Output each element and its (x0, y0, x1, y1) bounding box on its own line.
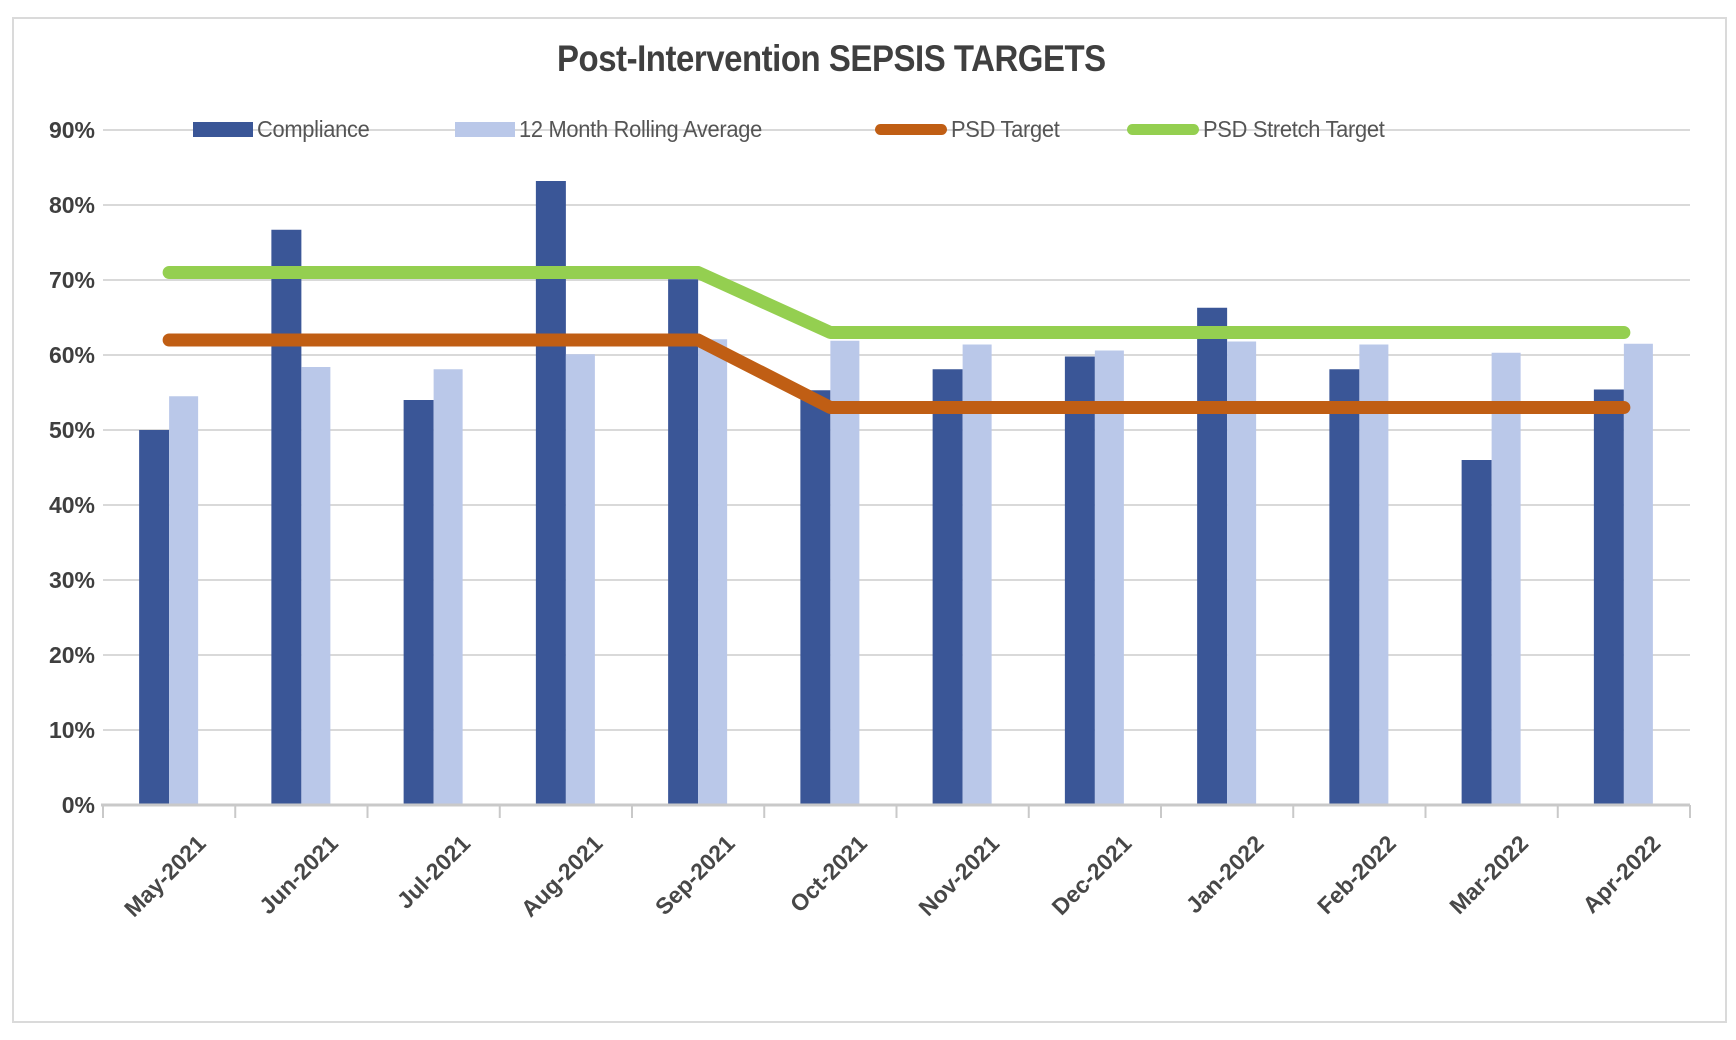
legend-item-psd-target: PSD Target (875, 116, 1065, 142)
y-axis-label: 60% (49, 342, 95, 368)
bar-12-month-rolling-average (1491, 352, 1521, 805)
line-psd-stretch-target (162, 266, 1631, 339)
legend-swatch-rolling-average-icon (455, 121, 515, 137)
y-axis-label: 90% (49, 117, 95, 143)
bar-compliance (932, 369, 963, 805)
bar-compliance (1461, 460, 1492, 805)
x-axis-label: Apr-2022 (1577, 830, 1665, 918)
legend-item-compliance: Compliance (193, 116, 375, 142)
x-axis-label: Sep-2021 (650, 830, 740, 920)
y-axis-label: 0% (62, 792, 95, 818)
x-axis-label: Jul-2021 (392, 830, 476, 914)
legend-label-rolling-average: 12 Month Rolling Average (519, 115, 762, 142)
bar-12-month-rolling-average (301, 367, 331, 805)
bar-12-month-rolling-average (1359, 344, 1389, 805)
legend-swatch-compliance-icon (193, 121, 253, 137)
x-axis-label: Oct-2021 (785, 830, 872, 917)
bar-12-month-rolling-average (565, 354, 595, 805)
bar-compliance (535, 181, 566, 805)
x-axis-label: Aug-2021 (516, 830, 608, 922)
line-psd-target (162, 333, 1631, 414)
bar-compliance (1064, 356, 1095, 805)
bar-12-month-rolling-average (169, 396, 199, 805)
bar-12-month-rolling-average (698, 339, 728, 805)
legend-item-rolling-average: 12 Month Rolling Average (455, 116, 775, 142)
bar-compliance (800, 390, 831, 805)
y-axis-label: 50% (49, 417, 95, 443)
y-axis-label: 30% (49, 567, 95, 593)
bar-compliance (271, 229, 302, 805)
bar-12-month-rolling-average (433, 369, 463, 805)
legend-swatch-psd-stretch-target-icon (1127, 123, 1199, 135)
y-axis-label: 20% (49, 642, 95, 668)
x-axis-label: Jun-2021 (254, 830, 343, 919)
chart-title: Post-Intervention SEPSIS TARGETS (557, 38, 1106, 79)
bar-compliance (1593, 389, 1624, 805)
bar-12-month-rolling-average (1094, 350, 1124, 805)
y-axis-label: 70% (49, 267, 95, 293)
y-axis-label: 10% (49, 717, 95, 743)
legend-item-psd-stretch-target: PSD Stretch Target (1127, 116, 1394, 142)
bar-compliance (139, 430, 170, 805)
x-axis-label: Jan-2022 (1181, 830, 1269, 918)
bar-compliance (403, 400, 434, 805)
legend-label-compliance: Compliance (257, 115, 370, 142)
bar-compliance (668, 279, 699, 805)
legend-label-psd-stretch-target: PSD Stretch Target (1203, 115, 1385, 142)
bar-compliance (1197, 307, 1228, 805)
legend-swatch-psd-target-icon (875, 123, 947, 135)
bar-compliance (1329, 369, 1360, 805)
bar-12-month-rolling-average (1227, 341, 1257, 805)
legend-label-psd-target: PSD Target (951, 115, 1060, 142)
bar-12-month-rolling-average (962, 344, 992, 805)
bar-12-month-rolling-average (830, 340, 860, 805)
y-axis-label: 40% (49, 492, 95, 518)
x-axis-label: Nov-2021 (913, 830, 1004, 921)
x-axis-label: Mar-2022 (1444, 830, 1533, 919)
bar-12-month-rolling-average (1623, 343, 1653, 805)
y-axis-label: 80% (49, 192, 95, 218)
x-axis-label: May-2021 (119, 830, 211, 922)
x-axis-label: Dec-2021 (1047, 830, 1137, 920)
x-axis-label: Feb-2022 (1312, 830, 1401, 919)
